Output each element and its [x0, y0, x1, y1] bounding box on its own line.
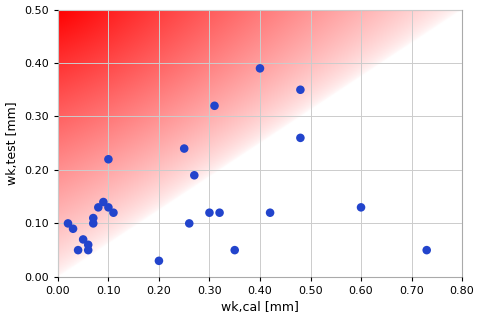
- Point: [84, 242, 92, 247]
- Point: [89, 215, 97, 220]
- Point: [216, 210, 223, 215]
- Point: [95, 205, 102, 210]
- Point: [266, 210, 274, 215]
- Point: [357, 205, 365, 210]
- Point: [64, 221, 72, 226]
- Point: [256, 66, 264, 71]
- Point: [191, 173, 198, 178]
- Point: [297, 87, 304, 92]
- Point: [205, 210, 213, 215]
- Point: [69, 226, 77, 231]
- Point: [109, 210, 117, 215]
- Point: [99, 199, 107, 204]
- Point: [185, 221, 193, 226]
- Point: [231, 248, 239, 253]
- Point: [105, 157, 112, 162]
- Point: [297, 135, 304, 140]
- Point: [105, 205, 112, 210]
- Point: [79, 237, 87, 242]
- X-axis label: wk,cal [mm]: wk,cal [mm]: [221, 301, 299, 315]
- Point: [211, 103, 218, 108]
- Point: [180, 146, 188, 151]
- Point: [423, 248, 431, 253]
- Point: [84, 248, 92, 253]
- Point: [89, 221, 97, 226]
- Point: [74, 248, 82, 253]
- Point: [155, 258, 163, 263]
- Y-axis label: wk,test [mm]: wk,test [mm]: [6, 101, 19, 185]
